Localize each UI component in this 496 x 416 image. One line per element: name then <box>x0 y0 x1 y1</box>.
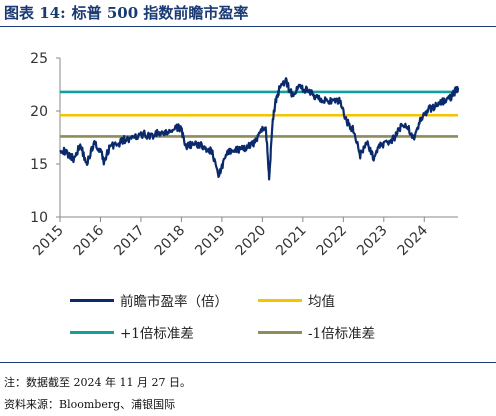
legend-label-minus1: -1倍标准差 <box>308 326 376 342</box>
legend-swatch-mean <box>258 298 302 302</box>
y-tick-label: 15 <box>30 157 48 173</box>
legend-swatch-plus1 <box>70 330 114 334</box>
footer-rule <box>0 362 496 363</box>
x-tick-label: 2016 <box>71 222 108 259</box>
y-tick-label: 25 <box>30 51 48 67</box>
legend-item-mean: 均值 <box>258 290 335 310</box>
legend-label-pe: 前瞻市盈率（倍） <box>120 294 228 310</box>
legend-swatch-pe <box>70 298 114 302</box>
figure-title: 图表 14: 标普 500 指数前瞻市盈率 <box>4 2 248 23</box>
x-tick-label: 2022 <box>314 223 351 260</box>
legend-item-pe: 前瞻市盈率（倍） <box>70 290 228 310</box>
x-tick-label: 2021 <box>273 223 310 260</box>
legend-label-plus1: +1倍标准差 <box>120 326 194 342</box>
legend-swatch-minus1 <box>258 330 302 334</box>
x-tick-label: 2015 <box>30 223 67 260</box>
x-tick-label: 2017 <box>111 223 148 260</box>
x-tick-label: 2020 <box>233 223 270 260</box>
x-tick-label: 2018 <box>152 223 189 260</box>
title-rule <box>0 26 496 27</box>
y-tick-label: 10 <box>30 210 48 226</box>
footnote: 注：数据截至 2024 年 11 月 27 日。 <box>4 376 191 389</box>
x-tick-label: 2024 <box>395 222 432 259</box>
legend-item-plus1: +1倍标准差 <box>70 322 194 342</box>
figure-title-text: 标普 500 指数前瞻市盈率 <box>71 4 249 22</box>
y-axis-ticks: 10 15 20 25 <box>30 51 60 226</box>
x-tick-label: 2019 <box>192 223 229 260</box>
source-note: 资料来源：Bloomberg、浦银国际 <box>4 398 176 411</box>
pe-series <box>59 77 460 181</box>
pe-line <box>59 77 460 181</box>
legend-item-minus1: -1倍标准差 <box>258 322 375 342</box>
x-axis-ticks: 2015 2016 2017 2018 2019 2020 2021 2022 2023 2024 <box>30 217 431 259</box>
x-tick-label: 2023 <box>354 223 391 260</box>
legend-label-mean: 均值 <box>308 294 335 310</box>
figure-number: 图表 14: <box>4 4 66 22</box>
y-tick-label: 20 <box>30 104 48 120</box>
